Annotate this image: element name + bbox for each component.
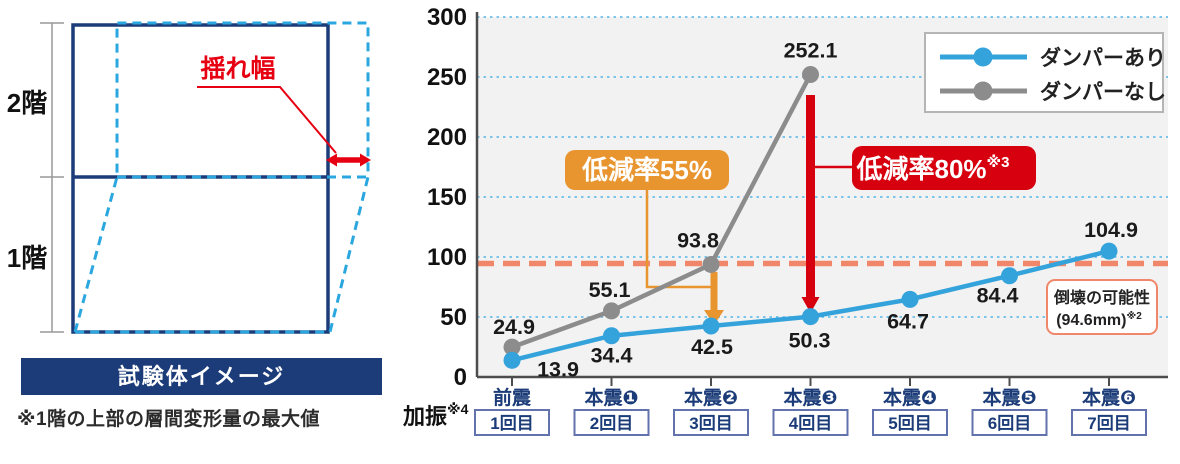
data-point-marker <box>603 327 620 345</box>
data-label: 13.9 <box>537 357 579 381</box>
trial-box <box>474 409 550 436</box>
data-label: 34.4 <box>591 344 633 368</box>
series-line-1 <box>511 73 813 350</box>
trial-box-label: 4回目 <box>789 414 832 433</box>
x-axis-title: 加振※4 <box>402 401 469 429</box>
y-tick-label: 50 <box>440 304 467 331</box>
caption-banner: 試験体イメージ <box>21 358 382 395</box>
trial-box <box>872 409 948 436</box>
y-tick-label: 150 <box>427 184 467 211</box>
data-point-marker <box>901 290 919 308</box>
data-point-marker <box>1001 267 1018 285</box>
sway-comparison-chart: 0 50 100 150 200 250 300 24.9 55.1 93.8 252.1 13.9 3… <box>402 4 1168 436</box>
trial-box <box>772 409 849 436</box>
data-label: 42.5 <box>691 335 733 359</box>
sway-width-label: 揺れ幅 <box>200 55 275 83</box>
trial-box <box>971 409 1048 436</box>
reduction55-connector <box>645 190 714 289</box>
trial-box-label: 5回目 <box>888 414 931 433</box>
measurement-bracket <box>40 22 64 333</box>
trial-box <box>673 409 749 436</box>
collapse-label-box <box>1046 279 1158 335</box>
deformed-frame <box>73 21 370 334</box>
category-label: 本震❷ <box>684 386 738 409</box>
category-label: 本震❸ <box>783 386 837 409</box>
reduction55-badge-label: 低減率55% <box>581 155 712 185</box>
diagram-footnote: ※1階の上部の層間変形量の最大値 <box>17 409 321 430</box>
category-label: 本震❶ <box>584 386 638 409</box>
data-label: 50.3 <box>789 329 831 353</box>
y-tick-label: 0 <box>454 364 467 391</box>
data-label: 104.9 <box>1084 218 1138 242</box>
trial-box-label: 7回目 <box>1087 414 1130 433</box>
data-label: 24.9 <box>493 315 535 339</box>
trial-box-label: 6回目 <box>988 414 1031 433</box>
sway-double-arrow <box>326 153 371 167</box>
floor1-label: 1階 <box>7 243 47 273</box>
data-label: 64.7 <box>887 309 929 333</box>
trial-box-label: 1回目 <box>490 414 533 433</box>
legend-label-1: ダンパーなし <box>1040 80 1166 104</box>
y-tick-label: 100 <box>427 244 467 271</box>
data-point-marker <box>503 351 521 369</box>
category-label: 本震❹ <box>883 386 937 409</box>
category-label: 前震 <box>493 386 532 409</box>
collapse-label-title: 倒壊の可能性 <box>1053 288 1150 307</box>
data-point-marker <box>1100 242 1118 260</box>
category-label: 本震❺ <box>982 386 1036 409</box>
trial-box <box>573 409 650 436</box>
legend-box <box>924 32 1164 113</box>
data-point-marker <box>603 302 620 320</box>
data-label: 55.1 <box>589 278 631 302</box>
test-specimen-panel: 2階 1階 揺れ幅 試験体イメージ ※1階の上部の層間変形量の最大値 <box>0 0 400 464</box>
y-tick-label: 200 <box>427 124 467 151</box>
data-label: 93.8 <box>677 228 719 252</box>
reduction80-arrowhead <box>801 297 820 313</box>
data-label: 84.4 <box>977 284 1019 308</box>
y-tick-label: 300 <box>427 4 467 31</box>
data-point-marker <box>702 255 720 273</box>
building-sway-diagram: 2階 1階 揺れ幅 <box>7 21 371 334</box>
category-label: 本震❻ <box>1082 386 1136 409</box>
trial-box <box>1071 409 1147 436</box>
trial-box-label: 3回目 <box>689 414 732 433</box>
reduction55-badge <box>565 150 729 190</box>
sway-leader-line <box>197 86 337 154</box>
reduction55-arrowhead <box>704 310 724 325</box>
trial-box-label: 2回目 <box>590 414 633 433</box>
data-point-marker <box>802 308 819 326</box>
chart-panel: 0 50 100 150 200 250 300 24.9 55.1 93.8 252.1 13.9 3… <box>400 0 1180 464</box>
data-point-marker <box>702 317 720 335</box>
legend-marker <box>973 81 993 101</box>
data-label: 252.1 <box>784 38 838 62</box>
legend-marker <box>973 47 993 67</box>
legend-label-0: ダンパーあり <box>1040 46 1166 70</box>
collapse-label-value: (94.6mm)※2 <box>1056 310 1142 329</box>
y-tick-label: 250 <box>427 64 467 91</box>
data-point-marker <box>802 65 819 83</box>
floor2-label: 2階 <box>7 88 47 118</box>
reduction80-badge-label: 低減率80%※3 <box>856 153 1010 184</box>
reduction80-badge <box>852 146 1036 190</box>
data-point-marker <box>503 338 521 356</box>
